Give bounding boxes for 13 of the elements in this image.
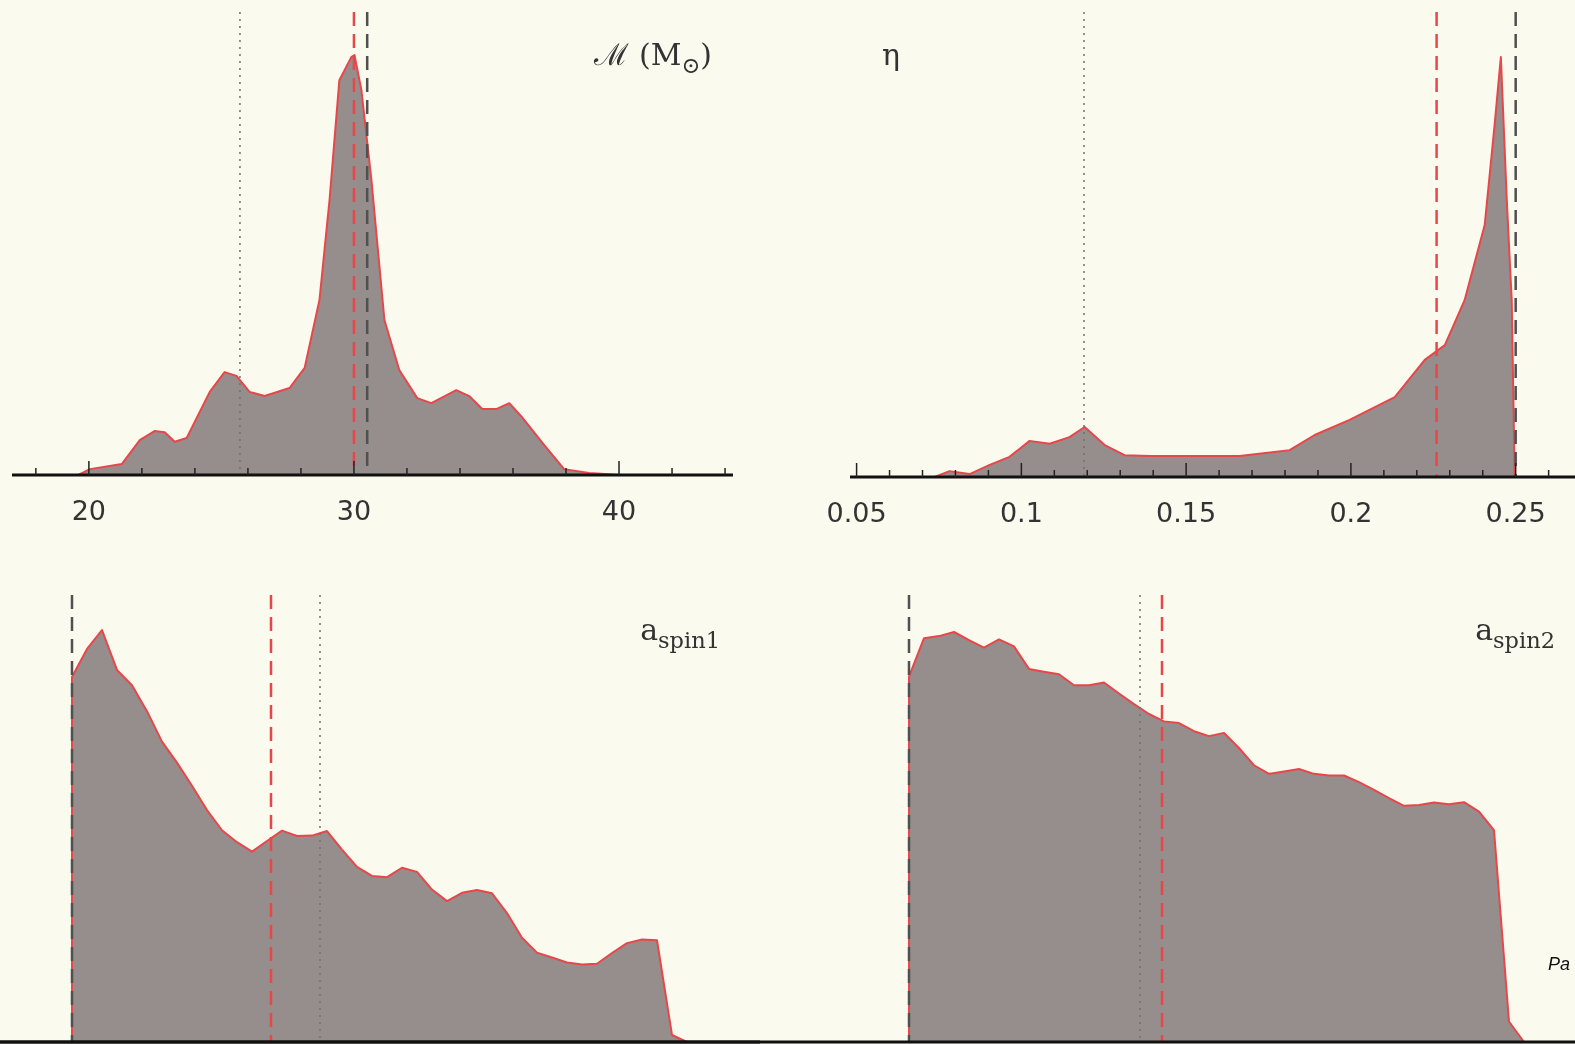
- chart-title: ℳ (M$_{⊙}$): [593, 37, 712, 79]
- chart-title: a$_{spin2}$: [1475, 612, 1555, 654]
- x-tick-label: 40: [601, 495, 637, 526]
- chart-title: a$_{spin1}$: [640, 612, 720, 654]
- x-tick-label: 20: [71, 495, 107, 526]
- x-tick-label: 0.15: [1156, 497, 1217, 528]
- x-tick-label: 0.05: [826, 497, 887, 528]
- x-tick-label: 30: [336, 495, 372, 526]
- chart-title: η: [882, 37, 900, 72]
- x-tick-label: 0.2: [1329, 497, 1373, 528]
- text: Pa: [1548, 954, 1571, 974]
- x-tick-label: 0.25: [1485, 497, 1546, 528]
- x-tick-label: 0.1: [999, 497, 1043, 528]
